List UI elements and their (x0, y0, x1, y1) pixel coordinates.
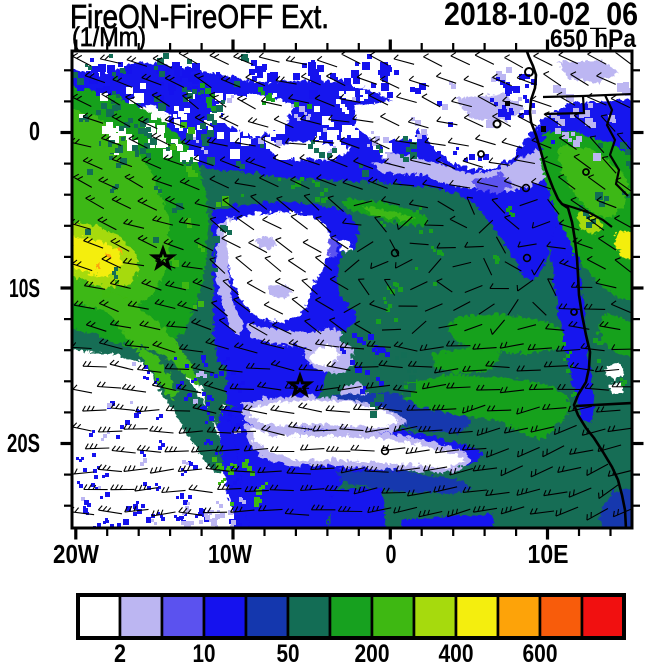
svg-text:10E: 10E (528, 539, 569, 569)
svg-text:200: 200 (355, 640, 390, 667)
svg-text:600: 600 (523, 640, 558, 667)
svg-text:2: 2 (114, 640, 126, 667)
svg-text:400: 400 (439, 640, 474, 667)
svg-text:10: 10 (193, 640, 216, 667)
svg-text:10S: 10S (9, 273, 40, 303)
svg-text:20W: 20W (53, 539, 99, 569)
svg-text:50: 50 (277, 640, 300, 667)
svg-text:0: 0 (29, 116, 40, 146)
svg-text:10W: 10W (208, 539, 252, 569)
svg-text:650 hPa: 650 hPa (550, 25, 637, 53)
svg-text:(1/Mm): (1/Mm) (72, 22, 146, 52)
svg-text:2018-10-02_06: 2018-10-02_06 (444, 0, 638, 32)
svg-text:FireON-FireOFF Ext.: FireON-FireOFF Ext. (70, 0, 329, 35)
svg-text:20S: 20S (7, 428, 40, 458)
svg-text:0: 0 (386, 539, 397, 569)
